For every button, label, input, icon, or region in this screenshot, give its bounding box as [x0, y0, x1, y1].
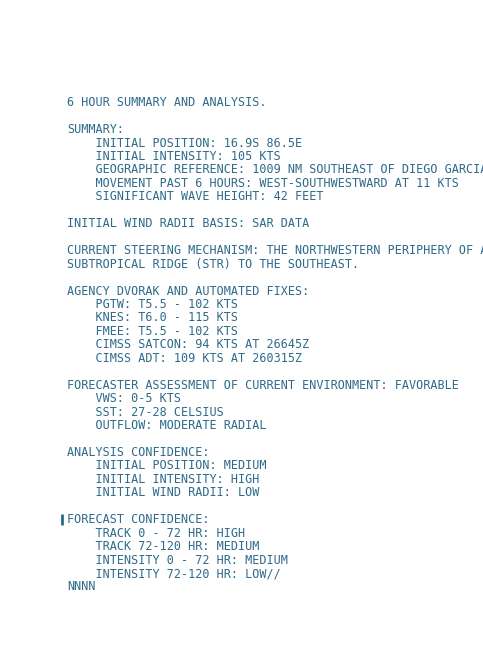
Text: INITIAL WIND RADII: LOW: INITIAL WIND RADII: LOW — [67, 487, 259, 499]
Text: PGTW: T5.5 - 102 KTS: PGTW: T5.5 - 102 KTS — [67, 298, 238, 311]
Text: ANALYSIS CONFIDENCE:: ANALYSIS CONFIDENCE: — [67, 446, 210, 459]
Text: INTENSITY 0 - 72 HR: MEDIUM: INTENSITY 0 - 72 HR: MEDIUM — [67, 554, 288, 566]
Text: CIMSS ADT: 109 KTS AT 260315Z: CIMSS ADT: 109 KTS AT 260315Z — [67, 351, 302, 365]
Text: INITIAL INTENSITY: HIGH: INITIAL INTENSITY: HIGH — [67, 473, 259, 486]
Text: INTENSITY 72-120 HR: LOW//: INTENSITY 72-120 HR: LOW// — [67, 567, 281, 580]
Text: SST: 27-28 CELSIUS: SST: 27-28 CELSIUS — [67, 406, 224, 419]
Text: FORECAST CONFIDENCE:: FORECAST CONFIDENCE: — [67, 513, 210, 526]
Text: FORECASTER ASSESSMENT OF CURRENT ENVIRONMENT: FAVORABLE: FORECASTER ASSESSMENT OF CURRENT ENVIRON… — [67, 379, 459, 392]
Text: OUTFLOW: MODERATE RADIAL: OUTFLOW: MODERATE RADIAL — [67, 419, 267, 432]
Text: TRACK 72-120 HR: MEDIUM: TRACK 72-120 HR: MEDIUM — [67, 540, 259, 553]
Text: SUBTROPICAL RIDGE (STR) TO THE SOUTHEAST.: SUBTROPICAL RIDGE (STR) TO THE SOUTHEAST… — [67, 257, 359, 271]
Text: SIGNIFICANT WAVE HEIGHT: 42 FEET: SIGNIFICANT WAVE HEIGHT: 42 FEET — [67, 190, 324, 204]
Text: AGENCY DVORAK AND AUTOMATED FIXES:: AGENCY DVORAK AND AUTOMATED FIXES: — [67, 284, 310, 298]
Text: FMEE: T5.5 - 102 KTS: FMEE: T5.5 - 102 KTS — [67, 325, 238, 338]
Text: INITIAL POSITION: MEDIUM: INITIAL POSITION: MEDIUM — [67, 460, 267, 472]
Text: NNNN: NNNN — [67, 581, 96, 593]
Text: MOVEMENT PAST 6 HOURS: WEST-SOUTHWESTWARD AT 11 KTS: MOVEMENT PAST 6 HOURS: WEST-SOUTHWESTWAR… — [67, 177, 459, 190]
Text: KNES: T6.0 - 115 KTS: KNES: T6.0 - 115 KTS — [67, 311, 238, 325]
Text: TRACK 0 - 72 HR: HIGH: TRACK 0 - 72 HR: HIGH — [67, 527, 245, 540]
Text: GEOGRAPHIC REFERENCE: 1009 NM SOUTHEAST OF DIEGO GARCIA: GEOGRAPHIC REFERENCE: 1009 NM SOUTHEAST … — [67, 163, 483, 177]
Text: INITIAL INTENSITY: 105 KTS: INITIAL INTENSITY: 105 KTS — [67, 150, 281, 163]
Text: INITIAL POSITION: 16.9S 86.5E: INITIAL POSITION: 16.9S 86.5E — [67, 136, 302, 150]
Text: SUMMARY:: SUMMARY: — [67, 123, 124, 136]
Text: INITIAL WIND RADII BASIS: SAR DATA: INITIAL WIND RADII BASIS: SAR DATA — [67, 217, 310, 230]
Text: VWS: 0-5 KTS: VWS: 0-5 KTS — [67, 392, 181, 405]
Text: CURRENT STEERING MECHANISM: THE NORTHWESTERN PERIPHERY OF A: CURRENT STEERING MECHANISM: THE NORTHWES… — [67, 244, 483, 257]
Text: 6 HOUR SUMMARY AND ANALYSIS.: 6 HOUR SUMMARY AND ANALYSIS. — [67, 96, 267, 109]
Text: CIMSS SATCON: 94 KTS AT 26645Z: CIMSS SATCON: 94 KTS AT 26645Z — [67, 338, 310, 351]
